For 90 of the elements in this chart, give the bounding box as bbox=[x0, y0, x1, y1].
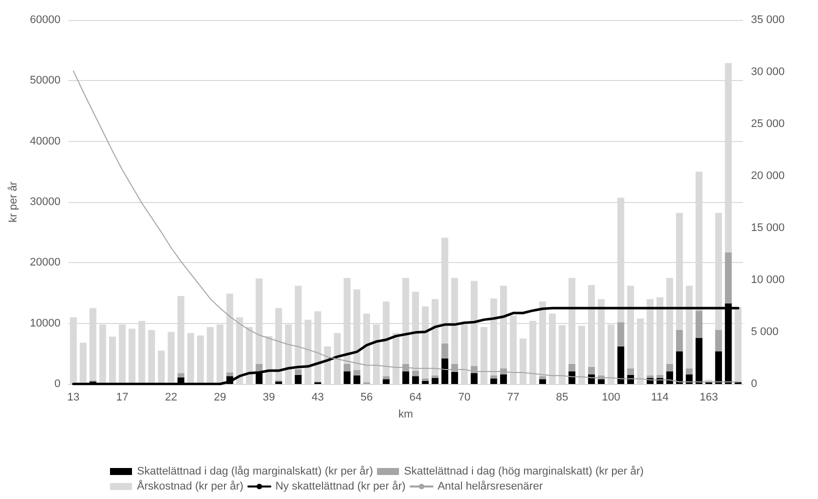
x-tick-label: 17 bbox=[116, 392, 128, 404]
bar bbox=[696, 338, 702, 384]
line-series bbox=[72, 70, 739, 382]
x-tick-label: 22 bbox=[165, 392, 178, 404]
y2-tick-label: 25 000 bbox=[751, 118, 785, 130]
legend-label: Ny skattelättnad (kr per år) bbox=[275, 480, 406, 492]
bar bbox=[724, 252, 732, 304]
x-tick-label: 43 bbox=[312, 392, 324, 404]
x-tick-label: 13 bbox=[67, 392, 80, 404]
bar bbox=[109, 336, 116, 384]
bar bbox=[294, 369, 302, 375]
line-series bbox=[72, 306, 740, 386]
x-tick-label: 85 bbox=[556, 392, 568, 404]
bar bbox=[451, 372, 458, 384]
bar bbox=[128, 328, 136, 384]
bar bbox=[686, 368, 693, 374]
y-tick-label: 20000 bbox=[30, 256, 60, 269]
legend-label: Årskostnad (kr per år) bbox=[137, 480, 244, 492]
y-tick-label: 30000 bbox=[30, 196, 60, 208]
bar bbox=[168, 332, 175, 384]
bar bbox=[451, 364, 458, 372]
y-axis-title: kr per år bbox=[8, 181, 20, 222]
bar bbox=[598, 379, 605, 384]
bar bbox=[715, 351, 722, 384]
x-tick-label: 70 bbox=[458, 392, 471, 404]
bar bbox=[656, 374, 664, 378]
bar bbox=[344, 364, 351, 372]
bar bbox=[715, 330, 722, 352]
x-tick-label: 163 bbox=[700, 392, 718, 404]
bar bbox=[158, 350, 165, 384]
bar bbox=[353, 370, 360, 376]
bar bbox=[148, 330, 155, 384]
x-tick-label: 114 bbox=[651, 392, 669, 404]
y-tick-label: 40000 bbox=[30, 135, 60, 148]
bar bbox=[627, 368, 634, 375]
bar bbox=[80, 342, 87, 384]
bar bbox=[676, 330, 683, 352]
bar bbox=[294, 374, 302, 384]
legend-label: Skattelättnad i dag (låg marginalskatt) (kr per år) bbox=[137, 466, 373, 478]
bar bbox=[539, 376, 546, 380]
bar bbox=[441, 358, 448, 384]
bar bbox=[206, 326, 214, 384]
bar bbox=[177, 373, 184, 378]
bar bbox=[422, 380, 429, 384]
bar bbox=[500, 368, 507, 374]
y2-tick-label: 10 000 bbox=[751, 274, 785, 286]
bar bbox=[666, 364, 674, 372]
bar bbox=[676, 351, 683, 384]
bar bbox=[382, 376, 390, 380]
bar bbox=[412, 370, 419, 376]
x-tick-label: 29 bbox=[214, 392, 226, 404]
bar bbox=[490, 378, 498, 384]
y2-tick-label: 30 000 bbox=[751, 66, 785, 78]
bar bbox=[539, 379, 546, 384]
x-tick-label: 56 bbox=[360, 392, 373, 404]
bar bbox=[344, 371, 351, 384]
x-tick-label: 39 bbox=[262, 392, 276, 404]
y-tick-label: 60000 bbox=[30, 14, 60, 26]
y-tick-label: 10000 bbox=[30, 317, 60, 330]
x-axis-title: km bbox=[398, 408, 414, 420]
x-tick-label: 64 bbox=[409, 392, 422, 404]
bar bbox=[588, 367, 595, 374]
bar bbox=[402, 371, 410, 384]
bar bbox=[568, 371, 576, 384]
y2-tick-label: 35 000 bbox=[751, 14, 785, 26]
bar bbox=[617, 322, 624, 346]
bar bbox=[568, 364, 576, 372]
bar bbox=[617, 346, 624, 384]
legend-label: Antal helårsresenärer bbox=[438, 480, 544, 492]
bar bbox=[470, 373, 478, 384]
legend-label: Skattelättnad i dag (hög marginalskatt) (kr per år) bbox=[404, 466, 644, 478]
bar bbox=[500, 374, 507, 384]
bar bbox=[412, 376, 419, 384]
bar bbox=[382, 379, 390, 384]
x-tick-label: 100 bbox=[602, 392, 620, 404]
bar bbox=[226, 372, 234, 376]
y2-tick-label: 0 bbox=[751, 378, 758, 390]
y2-tick-label: 15 000 bbox=[751, 222, 785, 234]
x-tick-label: 77 bbox=[507, 392, 520, 404]
y2-tick-label: 20 000 bbox=[751, 170, 785, 182]
bar bbox=[353, 376, 360, 384]
y2-tick-label: 5 000 bbox=[751, 326, 779, 338]
bar bbox=[696, 310, 702, 338]
bar bbox=[187, 333, 194, 384]
y-tick-label: 0 bbox=[54, 378, 60, 390]
bar bbox=[197, 335, 204, 384]
bar bbox=[490, 376, 498, 379]
bar bbox=[432, 378, 438, 384]
bar bbox=[441, 343, 448, 359]
y-tick-label: 50000 bbox=[30, 74, 60, 87]
